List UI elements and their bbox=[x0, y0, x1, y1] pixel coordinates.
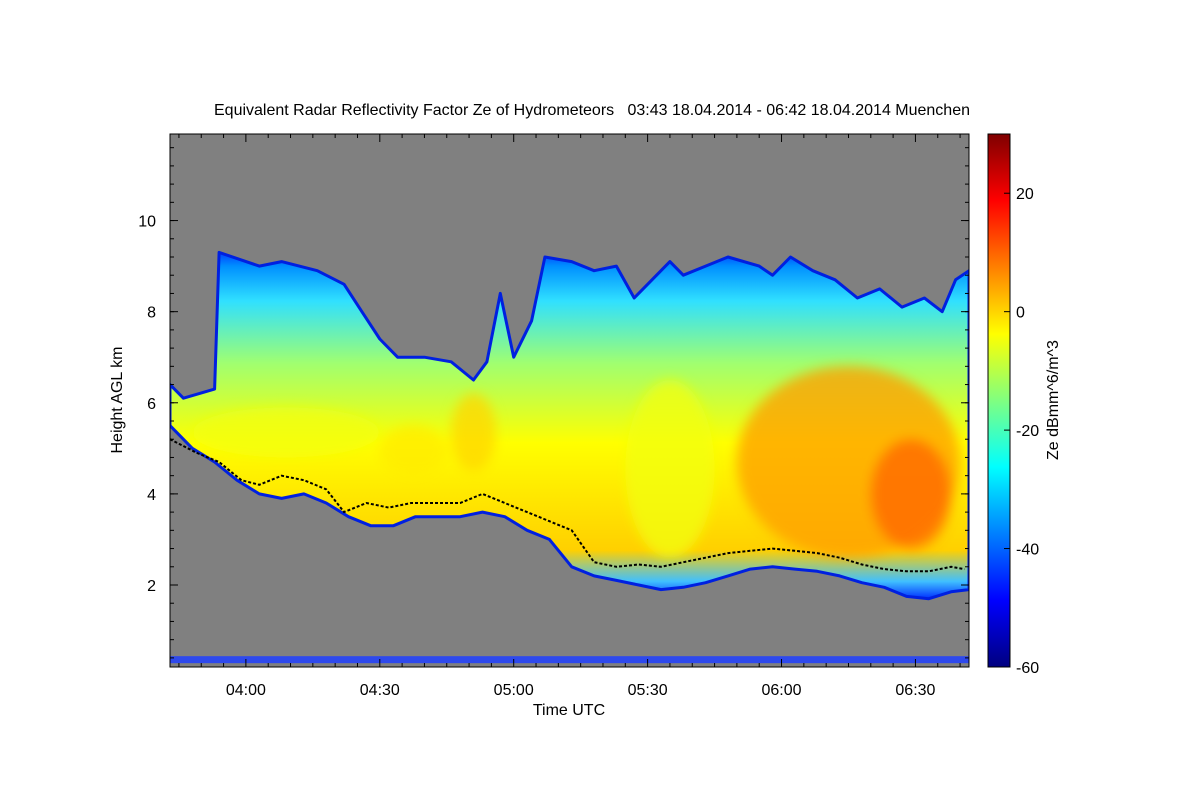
x-tick-label: 04:00 bbox=[226, 682, 266, 699]
plot-frame bbox=[169, 133, 970, 668]
y-tick-label: 8 bbox=[147, 305, 156, 322]
y-axis-label: Height AGL km bbox=[109, 346, 126, 453]
surface-clutter-band bbox=[170, 656, 969, 664]
colorbar-tick-label: 0 bbox=[1016, 305, 1025, 322]
y-tick-label: 4 bbox=[147, 487, 156, 504]
x-tick-label: 05:00 bbox=[494, 682, 534, 699]
colorbar-tick-label: -60 bbox=[1016, 660, 1039, 677]
reflectivity-core bbox=[870, 439, 952, 549]
colorbar-label: Ze dBmm^6/m^3 bbox=[1045, 340, 1062, 460]
reflectivity-core bbox=[192, 407, 380, 458]
x-tick-label: 04:30 bbox=[360, 682, 400, 699]
colorbar-tick-label: 20 bbox=[1016, 186, 1034, 203]
x-tick-label: 06:30 bbox=[895, 682, 935, 699]
reflectivity-core bbox=[451, 393, 496, 472]
x-tick-label: 06:00 bbox=[762, 682, 802, 699]
chart-title: Equivalent Radar Reflectivity Factor Ze … bbox=[214, 102, 970, 119]
y-tick-label: 10 bbox=[138, 214, 156, 231]
x-axis-label: Time UTC bbox=[533, 702, 605, 719]
colorbar-tick-label: -40 bbox=[1016, 542, 1039, 559]
reflectivity-core bbox=[379, 425, 447, 476]
melting-layer-line bbox=[170, 438, 965, 573]
reflectivity-cores bbox=[192, 366, 961, 558]
y-tick-label: 6 bbox=[147, 396, 156, 413]
reflectivity-core bbox=[625, 380, 715, 558]
y-tick-label: 2 bbox=[147, 578, 156, 595]
colorbar bbox=[987, 133, 1011, 668]
x-tick-label: 05:30 bbox=[628, 682, 668, 699]
colorbar-tick-label: -20 bbox=[1016, 423, 1039, 440]
